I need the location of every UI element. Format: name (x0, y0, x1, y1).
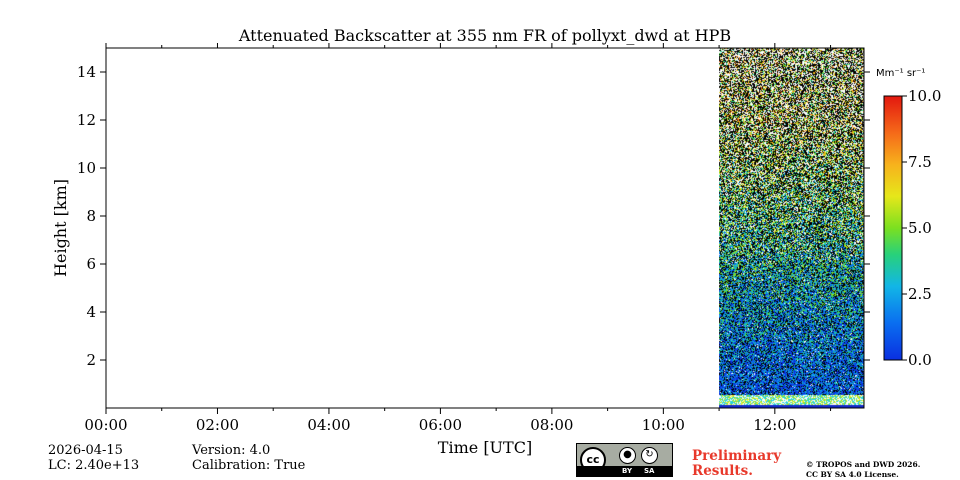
x-tick-label: 10:00 (642, 416, 685, 434)
y-tick-label: 4 (86, 303, 96, 321)
footer-version: Version: 4.0 (192, 443, 271, 458)
attribution-icon: ● (619, 447, 636, 464)
x-tick-label: 06:00 (419, 416, 462, 434)
x-axis: 00:00 02:00 04:00 06:00 08:00 10:00 12:00 (84, 43, 832, 434)
colorbar: Mm⁻¹ sr⁻¹ 0.0 2.5 5.0 7.5 10.0 (876, 68, 941, 369)
x-tick-label: 00:00 (84, 416, 127, 434)
heatmap-data-block (719, 48, 865, 408)
x-tick-label: 12:00 (753, 416, 796, 434)
footer-date: 2026-04-15 (48, 443, 123, 458)
y-tick-label: 14 (77, 63, 96, 81)
badge-strip (577, 466, 672, 476)
cc-by-sa-license-badge: cc ● ↻ BY SA (576, 443, 673, 477)
y-tick-label: 8 (86, 207, 96, 225)
x-tick-label: 08:00 (530, 416, 573, 434)
x-axis-label: Time [UTC] (438, 438, 532, 457)
y-axis: 2 4 6 8 10 12 14 (77, 63, 870, 369)
copyright-line2: CC BY SA 4.0 License. (806, 470, 899, 479)
colorbar-tick-label: 2.5 (908, 285, 932, 303)
colorbar-tick-label: 7.5 (908, 153, 932, 171)
y-axis-label: Height [km] (51, 179, 70, 277)
colorbar-gradient (883, 95, 903, 361)
colorbar-tick-label: 5.0 (908, 219, 932, 237)
preliminary-results-line2: Results. (692, 463, 753, 479)
badge-sa-label: SA (644, 467, 655, 475)
preliminary-results-line1: Preliminary (692, 448, 782, 464)
y-tick-label: 12 (77, 111, 96, 129)
colorbar-tick-label: 10.0 (908, 87, 941, 105)
colorbar-tick-label: 0.0 (908, 351, 932, 369)
backscatter-heatmap (719, 48, 865, 408)
colorbar-unit-label: Mm⁻¹ sr⁻¹ (876, 68, 925, 79)
plot-frame (105, 47, 865, 409)
plot-area (105, 47, 865, 409)
x-tick-label: 04:00 (307, 416, 350, 434)
y-tick-label: 2 (86, 351, 96, 369)
colorbar-ticks: 0.0 2.5 5.0 7.5 10.0 (902, 87, 941, 369)
x-tick-label: 02:00 (196, 416, 239, 434)
share-alike-icon: ↻ (641, 447, 658, 464)
footer-lc: LC: 2.40e+13 (48, 458, 140, 473)
copyright-line1: © TROPOS and DWD 2026. (806, 460, 921, 469)
footer-calibration: Calibration: True (192, 458, 306, 473)
badge-by-label: BY (622, 467, 633, 475)
chart-title: Attenuated Backscatter at 355 nm FR of p… (238, 26, 731, 45)
y-tick-label: 6 (86, 255, 96, 273)
y-tick-label: 10 (77, 159, 96, 177)
